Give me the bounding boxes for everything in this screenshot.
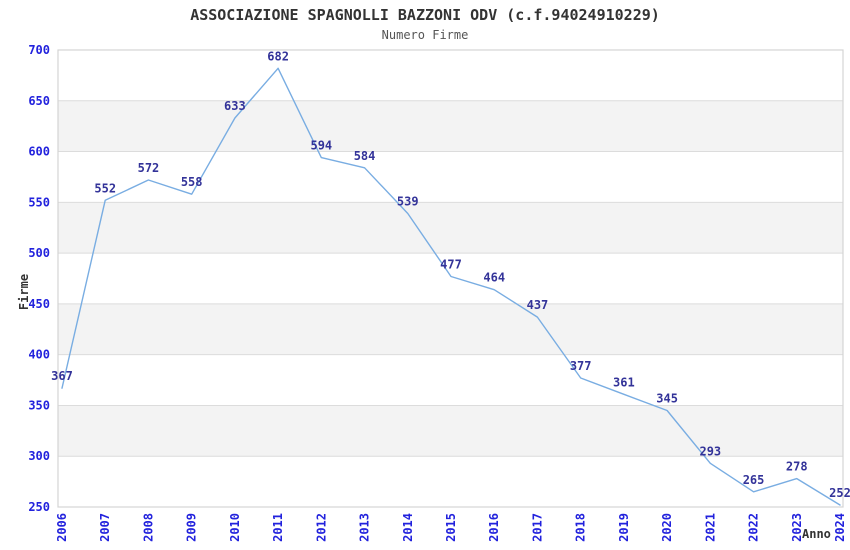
- y-tick-label: 700: [28, 43, 50, 57]
- data-point-label: 437: [527, 298, 549, 312]
- data-point-label: 558: [181, 175, 203, 189]
- chart-title: ASSOCIAZIONE SPAGNOLLI BAZZONI ODV (c.f.…: [190, 6, 660, 24]
- x-tick-label: 2006: [55, 513, 69, 542]
- x-tick-label: 2021: [703, 513, 717, 542]
- data-point-label: 572: [138, 161, 160, 175]
- x-tick-label: 2014: [401, 513, 415, 542]
- data-point-label: 377: [570, 359, 592, 373]
- data-point-label: 278: [786, 460, 808, 474]
- x-tick-label: 2007: [98, 513, 112, 542]
- data-point-label: 682: [267, 49, 289, 63]
- data-point-label: 265: [743, 473, 765, 487]
- data-point-label: 367: [51, 369, 73, 383]
- x-tick-label: 2019: [617, 513, 631, 542]
- x-tick-label: 2023: [790, 513, 804, 542]
- y-tick-label: 300: [28, 449, 50, 463]
- x-tick-label: 2015: [444, 513, 458, 542]
- x-tick-label: 2020: [660, 513, 674, 542]
- y-tick-label: 550: [28, 195, 50, 209]
- grid-band: [58, 303, 843, 355]
- grid-band: [58, 405, 843, 457]
- data-point-label: 584: [354, 149, 376, 163]
- y-tick-label: 250: [28, 500, 50, 514]
- x-tick-label: 2012: [314, 513, 328, 542]
- y-axis-title: Firme: [17, 273, 31, 311]
- x-tick-label: 2011: [271, 513, 285, 542]
- y-tick-label: 400: [28, 348, 50, 362]
- data-point-label: 594: [310, 139, 332, 153]
- chart-subtitle: Numero Firme: [381, 28, 469, 42]
- x-tick-label: 2016: [487, 513, 501, 542]
- x-tick-label: 2013: [358, 513, 372, 542]
- y-tick-label: 350: [28, 398, 50, 412]
- x-tick-label: 2024: [833, 513, 847, 542]
- y-tick-label: 600: [28, 145, 50, 159]
- grid-band: [58, 100, 843, 152]
- data-point-label: 552: [94, 181, 116, 195]
- data-point-label: 345: [656, 392, 678, 406]
- y-tick-label: 450: [28, 297, 50, 311]
- data-point-label: 633: [224, 99, 246, 113]
- y-tick-label: 650: [28, 94, 50, 108]
- x-tick-label: 2009: [185, 513, 199, 542]
- x-tick-label: 2010: [228, 513, 242, 542]
- y-tick-label: 500: [28, 246, 50, 260]
- grid-band: [58, 202, 843, 254]
- x-tick-label: 2018: [574, 513, 588, 542]
- x-tick-label: 2022: [747, 513, 761, 542]
- x-tick-label: 2017: [530, 513, 544, 542]
- x-tick-label: 2008: [141, 513, 155, 542]
- plot-border: [57, 49, 844, 508]
- data-point-label: 477: [440, 257, 462, 271]
- x-axis-title: Anno: [802, 527, 831, 541]
- data-line: [61, 67, 841, 506]
- data-point-label: 464: [483, 271, 505, 285]
- data-point-label: 539: [397, 195, 419, 209]
- data-point-label: 293: [699, 444, 721, 458]
- data-point-label: 361: [613, 375, 635, 389]
- data-point-label: 252: [829, 486, 850, 500]
